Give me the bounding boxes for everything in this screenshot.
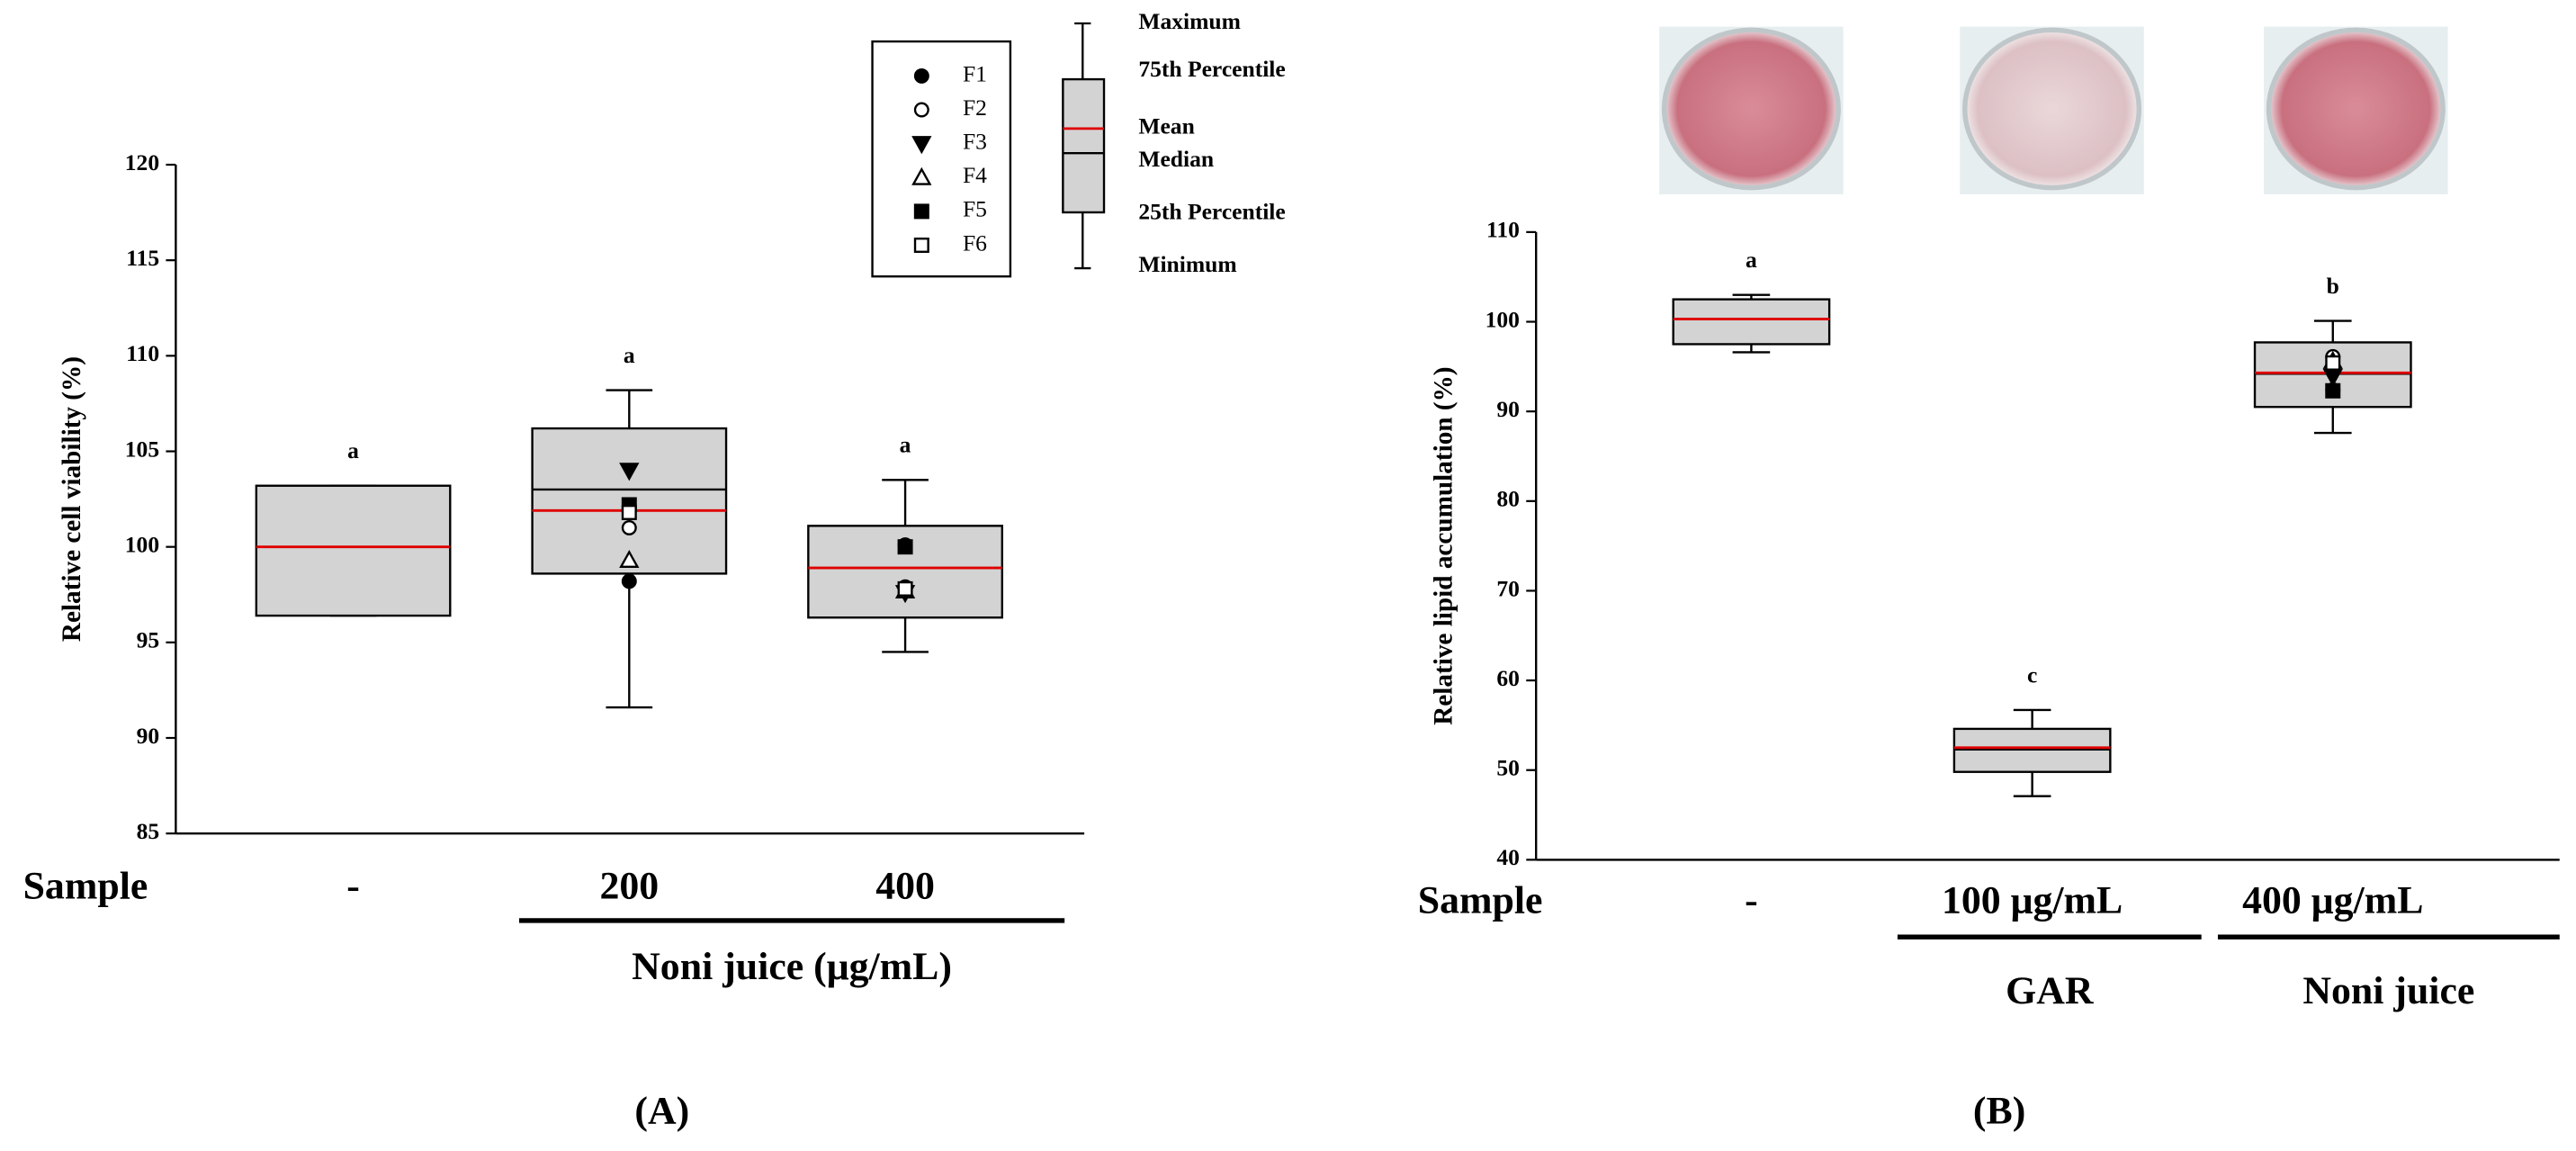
legend-box (871, 40, 1012, 278)
point (913, 102, 929, 118)
y-tick-label: 90 (137, 723, 160, 749)
box-legend-label: Maximum (1138, 8, 1241, 34)
well-photo (1962, 27, 2142, 191)
legend-label: F3 (963, 129, 987, 155)
significance-letter: a (900, 432, 911, 458)
point (911, 166, 932, 185)
box-legend-label: Median (1138, 146, 1214, 172)
point (913, 67, 929, 84)
y-tick-label: 100 (125, 532, 159, 558)
y-tick-label: 85 (137, 818, 160, 844)
y-tick-label: 90 (1496, 396, 1520, 422)
point (913, 238, 929, 253)
legend-label: F6 (963, 229, 987, 256)
x-tick-label: - (346, 864, 360, 907)
y-axis-label: Relative cell viability (%) (58, 356, 86, 642)
significance-letter: b (2327, 273, 2339, 299)
point (897, 539, 913, 555)
x-tick-label: 100 μg/mL (1942, 879, 2123, 922)
well-photo (1661, 27, 1841, 191)
x-tick-label: 400 μg/mL (2242, 879, 2423, 922)
legend-label: F2 (963, 94, 987, 121)
x-tick-label: - (1745, 879, 1758, 922)
y-tick-label: 80 (1496, 486, 1520, 512)
panel-label: (B) (1973, 1089, 2025, 1132)
point (619, 463, 640, 481)
legend-label: F4 (963, 162, 987, 188)
y-tick-label: 110 (1486, 217, 1520, 243)
box-legend-label: Mean (1138, 113, 1194, 139)
point (621, 573, 637, 589)
x-tick-label: 200 (599, 864, 659, 907)
y-tick-label: 100 (1485, 306, 1520, 332)
y-tick-label: 40 (1496, 844, 1520, 870)
legend-label: F5 (963, 196, 987, 222)
y-tick-label: 105 (125, 436, 159, 462)
box-legend-label: 25th Percentile (1138, 199, 1285, 225)
point (621, 504, 637, 520)
x-axis-label: Sample (23, 864, 148, 907)
point (897, 580, 913, 597)
point (913, 203, 929, 220)
point (619, 549, 640, 569)
well-photos (1659, 26, 2448, 194)
y-tick-label: 115 (126, 245, 159, 271)
group-label: Noni juice (μg/mL) (632, 945, 952, 988)
y-tick-label: 95 (137, 627, 160, 653)
point (911, 136, 932, 155)
box (1672, 298, 1831, 346)
group-label: Noni juice (2302, 969, 2474, 1012)
x-tick-label: 400 (875, 864, 935, 907)
y-tick-label: 70 (1496, 575, 1520, 601)
legend-box-sample (1062, 77, 1106, 214)
x-axis-label: Sample (1418, 879, 1543, 922)
well-photo (2266, 27, 2446, 191)
panel-label: (A) (634, 1089, 689, 1132)
significance-letter: a (347, 437, 359, 463)
group-label: GAR (2006, 969, 2095, 1012)
box-legend-label: Minimum (1138, 251, 1236, 277)
significance-letter: a (624, 342, 635, 368)
y-tick-label: 50 (1496, 755, 1520, 781)
significance-letter: c (2027, 661, 2037, 688)
point (621, 519, 637, 535)
box (255, 484, 452, 617)
point (2325, 355, 2341, 371)
significance-letter: a (1746, 247, 1757, 273)
y-tick-label: 120 (125, 149, 159, 175)
y-tick-label: 60 (1496, 665, 1520, 691)
y-tick-label: 110 (126, 340, 159, 366)
point (2325, 382, 2341, 399)
legend-label: F1 (963, 60, 987, 86)
y-axis-label: Relative lipid accumulation (%) (1429, 366, 1458, 724)
box-legend-label: 75th Percentile (1138, 56, 1285, 82)
